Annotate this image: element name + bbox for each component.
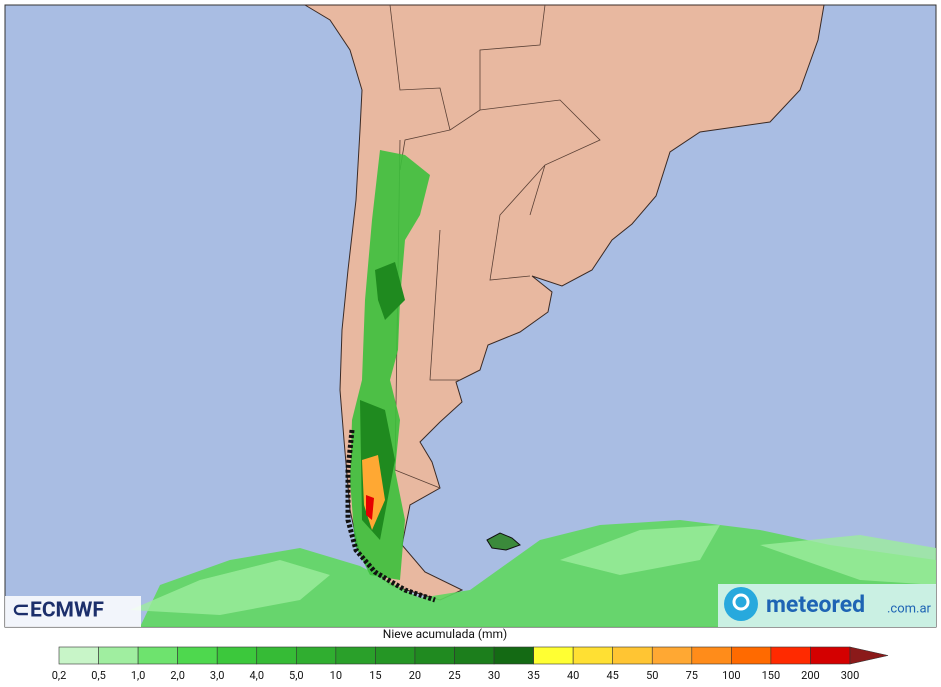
colorbar-label: 100 [722,669,741,682]
colorbar-label: 150 [762,669,781,682]
colorbar-label: 5,0 [289,669,304,682]
colorbar-label: 10 [330,669,342,682]
land [303,4,825,601]
colorbar-label: 300 [841,669,860,682]
colorbar-segment [493,646,534,665]
colorbar-segment [651,646,693,665]
borders [389,4,601,489]
ecmwf-logo-box [5,596,141,627]
colorbar-label: 75 [686,669,698,682]
colorbar-segment [375,646,416,665]
colorbar-label: 3,0 [210,669,225,682]
colorbar-label: 20 [409,669,421,682]
colorbar-label: 45 [607,669,619,682]
meteored-domain: .com.ar [887,601,932,616]
colorbar-segment [731,646,772,665]
colorbar-segment [770,646,811,665]
colorbar-segment [216,646,258,665]
meteored-icon-cloud [732,593,750,611]
colorbar-label: 0,5 [91,669,106,682]
colorbar-segment [533,646,574,665]
archipelago [345,429,436,603]
ecmwf-logo-mark: ⊂ [12,599,30,623]
colorbar-label: 2,0 [170,669,185,682]
colorbar-arrow [849,646,889,665]
colorbar-segment [177,646,218,665]
colorbar-label: 30 [488,669,500,682]
colorbar-segment [58,646,99,665]
legend-title: Nieve acumulada (mm) [383,627,507,641]
colorbar-label: 25 [448,669,460,682]
colorbar-label: 200 [801,669,820,682]
colorbar-segment [612,646,653,665]
colorbar-label: 50 [646,669,658,682]
colorbar-segment [98,646,139,665]
colorbar-label: 4,0 [249,669,264,682]
colorbar-label: 15 [369,669,381,682]
colorbar: 0,2 0,5 1,0 2,0 3,0 4,0 5,0 10 15 20 25 30 35 40 45 50 7… [52,646,889,682]
meteored-logo: meteored [766,591,865,618]
colorbar-segment [295,646,337,665]
colorbar-label: 40 [567,669,579,682]
falklands [486,532,521,551]
colorbar-label: 35 [527,669,539,682]
colorbar-segment [454,646,495,665]
map: ⊂ ECMWF meteored .com.ar [4,4,937,628]
colorbar-segment [810,646,851,665]
snow-peak [366,495,374,520]
meteored-icon [724,587,758,621]
snow-light [130,525,936,615]
colorbar-label: 0,2 [52,669,67,682]
colorbar-segment [572,646,614,665]
colorbar-label: 1,0 [131,669,146,682]
colorbar-segment [414,646,455,665]
colorbar-segment [335,646,376,665]
colorbar-segment [256,646,297,665]
colorbar-segment [137,646,178,665]
colorbar-segment [691,646,732,665]
ecmwf-logo: ECMWF [30,599,104,623]
